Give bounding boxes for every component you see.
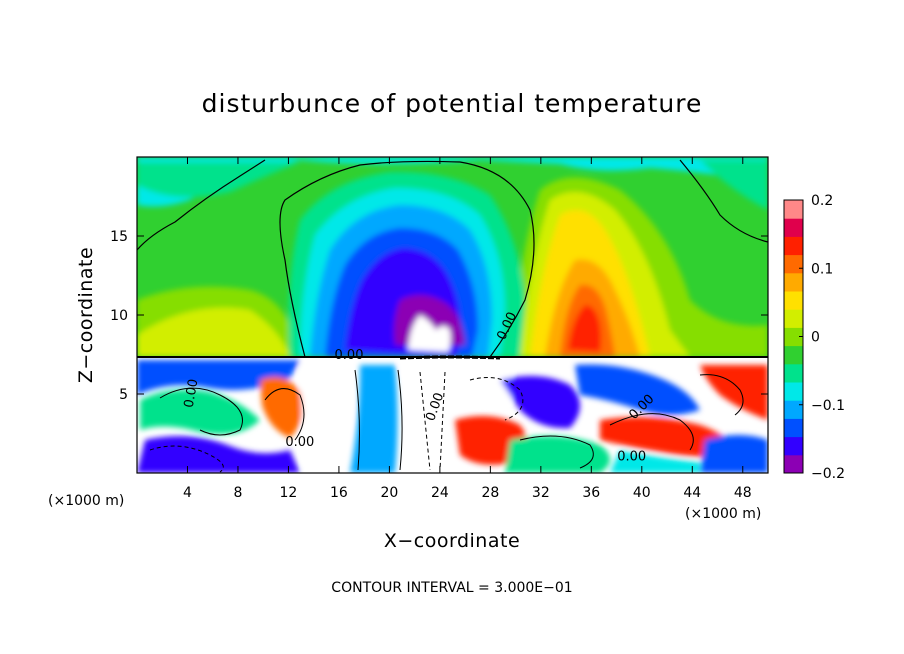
contour-line: [279, 160, 535, 357]
x-tick-label: 20: [380, 485, 398, 501]
chart-title: disturbunce of potential temperature: [202, 89, 703, 118]
x-tick-label: 8: [233, 485, 242, 501]
contour-line: [609, 413, 694, 451]
heatmap-region: [137, 436, 300, 473]
contour-line: [149, 445, 224, 473]
y-tick-label: 15: [110, 229, 128, 245]
heatmap-region: [137, 360, 300, 395]
heatmap-region: [568, 305, 601, 352]
y-axis: 5 10 15: [110, 229, 768, 403]
contour-interval: CONTOUR INTERVAL = 3.000E−01: [331, 580, 572, 596]
x-unit-left: (×1000 m): [48, 493, 124, 509]
colorbar-segment: [784, 254, 803, 274]
heatmap-region: [300, 364, 350, 473]
contour-label: 0.00: [335, 348, 364, 363]
heatmap-region: [505, 436, 610, 473]
contour-line: [469, 377, 524, 421]
colorbar-ticks: 0.2 0.1 0 −0.1 −0.2: [799, 193, 845, 482]
colorbar-segment: [784, 400, 803, 419]
heatmap-region: [700, 160, 768, 210]
x-tick-label: 36: [582, 485, 600, 501]
heatmap-region: [137, 307, 290, 357]
heatmap-field: [137, 157, 768, 473]
contour-line: [264, 388, 305, 441]
contour-line: [137, 159, 266, 251]
x-tick-label: 32: [532, 485, 550, 501]
colorbar-segment: [784, 436, 803, 456]
colorbar-tick-label: −0.1: [811, 398, 845, 414]
x-tick-label: 44: [683, 485, 701, 501]
x-tick-label: 40: [633, 485, 651, 501]
colorbar-segment: [784, 454, 803, 474]
x-axis-label: X−coordinate: [384, 530, 520, 552]
colorbar-tick-label: 0.2: [811, 193, 833, 209]
heatmap-region: [137, 157, 768, 207]
x-tick-label: 12: [280, 485, 298, 501]
contour-line: [399, 355, 501, 360]
contour-line: [397, 369, 403, 471]
contour-label: 0.00: [285, 435, 314, 450]
heatmap-region: [260, 376, 303, 438]
colorbar-segment: [784, 200, 803, 219]
contour-line: [354, 369, 360, 471]
contour-line: [419, 371, 446, 471]
contour-line: [519, 435, 594, 469]
heatmap-region: [700, 435, 768, 473]
heatmap-region: [350, 365, 398, 473]
y-axis-label: Z−coordinate: [75, 247, 97, 383]
colorbar-segment: [784, 218, 803, 237]
heatmap-region: [137, 162, 300, 198]
contour-label: 0.00: [182, 378, 202, 409]
heatmap-region: [700, 365, 768, 420]
contour-label: 0.00: [617, 449, 646, 464]
colorbar-segment: [784, 327, 803, 347]
x-axis: 4 8 12 16 20 24 28 32 36 40 44 48: [183, 157, 752, 501]
colorbar-segment: [784, 418, 803, 438]
colorbar-segment: [784, 345, 803, 365]
colorbar-segment: [784, 309, 803, 328]
colorbar-segment: [784, 291, 803, 310]
heatmap-region: [408, 315, 451, 352]
heatmap-region: [610, 450, 700, 473]
colorbar-tick-label: −0.2: [811, 466, 845, 482]
x-tick-label: 16: [330, 485, 348, 501]
x-tick-label: 48: [734, 485, 752, 501]
x-unit-right: (×1000 m): [685, 506, 761, 522]
colorbar-segment: [784, 272, 803, 292]
contour-line: [159, 387, 243, 436]
heatmap-region: [575, 364, 700, 415]
x-tick-label: 28: [481, 485, 499, 501]
colorbar-tick-label: 0: [811, 330, 820, 346]
heatmap-region: [500, 376, 580, 429]
y-tick-label: 10: [110, 308, 128, 324]
colorbar-segment: [784, 236, 803, 256]
y-tick-label: 5: [119, 387, 128, 403]
colorbar-segment: [784, 363, 803, 383]
colorbar: [784, 200, 803, 474]
contour-labels: 0.000.000.000.00 0.000.000.00: [182, 310, 658, 464]
contour-line: [679, 159, 768, 243]
x-tick-label: 24: [431, 485, 449, 501]
heatmap-region: [400, 362, 514, 405]
colorbar-segment: [784, 382, 803, 401]
x-tick-label: 4: [183, 485, 192, 501]
colorbar-tick-label: 0.1: [811, 261, 833, 277]
contour-line: [699, 374, 744, 416]
